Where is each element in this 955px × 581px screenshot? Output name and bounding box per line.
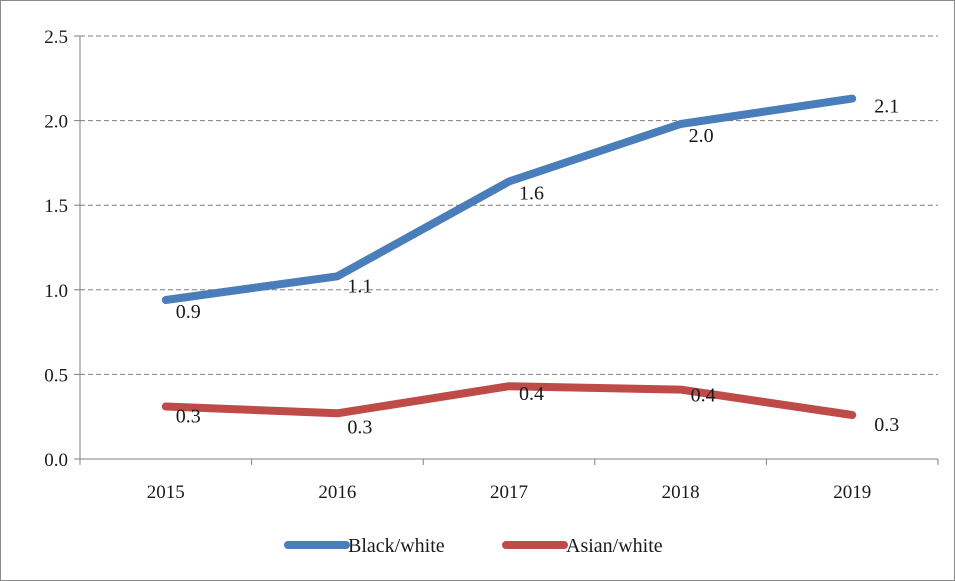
series-line-asian-white — [161, 382, 857, 419]
y-tick-label: 2.0 — [44, 112, 68, 133]
x-tick-label: 2017 — [490, 482, 528, 503]
axes: 0.0 0.5 1.0 1.5 2.0 2.5 2015 2016 2017 2018 2019 — [44, 27, 939, 503]
y-tick-label: 0.0 — [44, 450, 68, 471]
x-tick-label: 2016 — [318, 482, 356, 503]
data-label: 0.3 — [874, 414, 899, 436]
data-label: 0.4 — [519, 383, 544, 405]
data-label: 1.6 — [519, 183, 544, 205]
y-tick-label: 0.5 — [44, 365, 68, 386]
x-tick-label: 2018 — [662, 482, 700, 503]
data-label: 0.3 — [347, 416, 372, 438]
data-label: 2.1 — [874, 96, 899, 118]
data-label: 0.3 — [176, 406, 201, 428]
x-tick-label: 2019 — [833, 482, 871, 503]
data-label: 1.1 — [347, 275, 372, 297]
legend-label: Asian/white — [566, 535, 663, 557]
y-tick-label: 1.0 — [44, 281, 68, 302]
data-label: 2.0 — [689, 125, 714, 147]
x-tick-label: 2015 — [147, 482, 185, 503]
y-tick-label: 1.5 — [44, 196, 68, 217]
data-label: 0.4 — [691, 385, 716, 407]
data-labels: 0.9 1.1 1.6 2.0 2.1 0.3 0.3 0.4 0.4 0.3 — [176, 96, 899, 439]
series-lines — [161, 94, 857, 419]
data-label: 0.9 — [176, 301, 201, 323]
gridlines — [80, 35, 938, 375]
series-line-black-white — [161, 94, 857, 304]
legend: Black/white Asian/white — [284, 535, 663, 557]
legend-label: Black/white — [348, 535, 445, 557]
y-tick-label: 2.5 — [44, 27, 68, 48]
